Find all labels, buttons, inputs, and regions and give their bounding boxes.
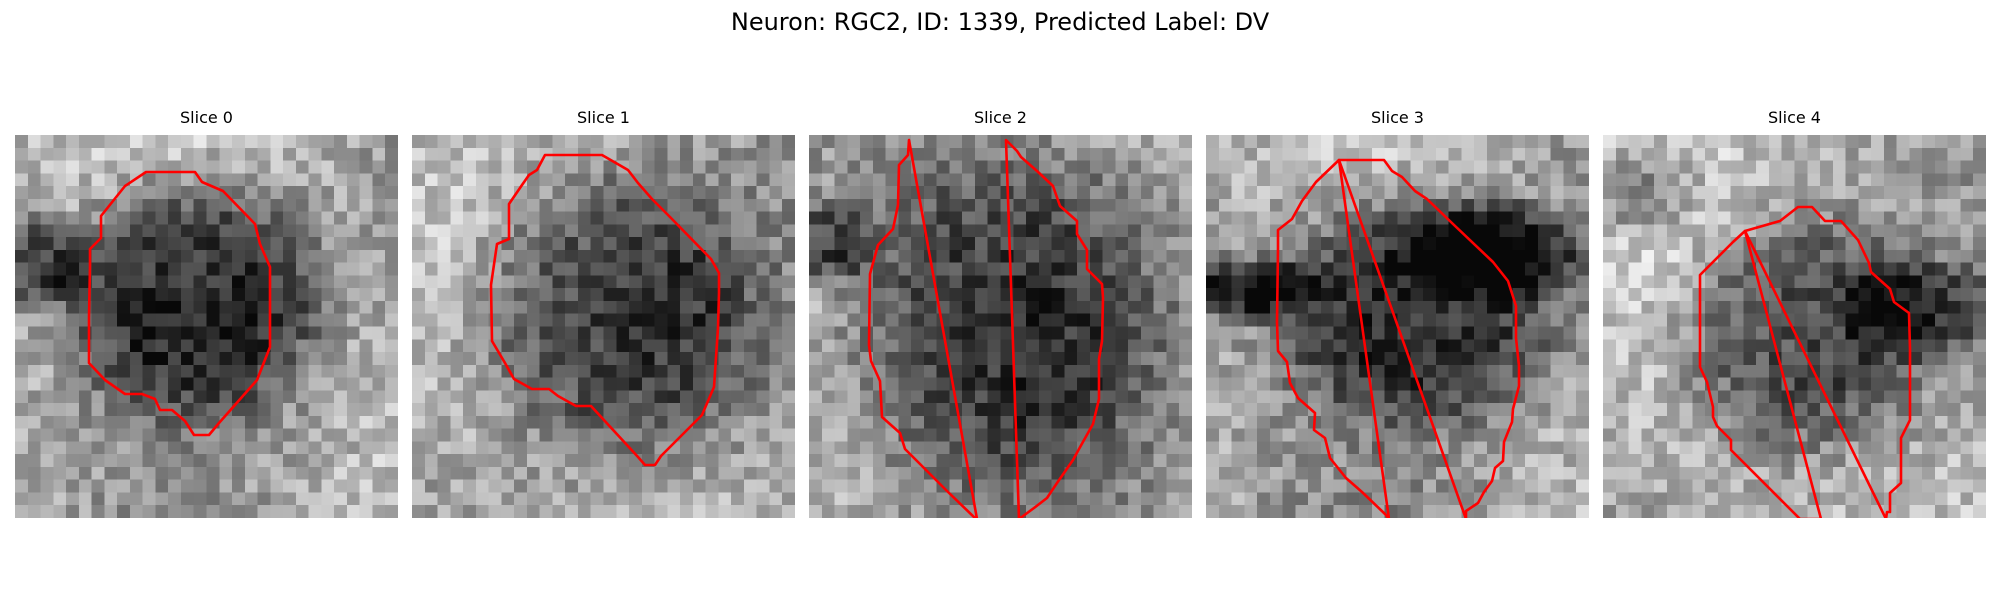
segmentation-contour: [1743, 205, 1912, 518]
slice-image: [15, 135, 398, 518]
slice-image: [1603, 135, 1986, 518]
slice-title: Slice 1: [577, 108, 630, 127]
slice-title: Slice 2: [974, 108, 1027, 127]
figure-title: Neuron: RGC2, ID: 1339, Predicted Label:…: [730, 8, 1270, 36]
grayscale-slice: [1603, 135, 1986, 518]
slice-title: Slice 3: [1371, 108, 1424, 127]
slice-image: [1206, 135, 1589, 518]
segmentation-contour: [489, 153, 721, 467]
slice-image: [412, 135, 795, 518]
segmentation-contour: [87, 170, 272, 437]
segmentation-contour: [1004, 138, 1105, 518]
slice-title: Slice 4: [1768, 108, 1821, 127]
grayscale-slice: [412, 135, 795, 518]
grayscale-slice: [809, 135, 1192, 518]
segmentation-contour: [867, 138, 979, 518]
grayscale-slice: [15, 135, 398, 518]
slice-title: Slice 0: [180, 108, 233, 127]
grayscale-slice: [1206, 135, 1589, 518]
segmentation-contour: [1698, 229, 1823, 518]
segmentation-contour: [1275, 158, 1391, 518]
slice-image: [809, 135, 1192, 518]
segmentation-contour: [1337, 158, 1521, 518]
